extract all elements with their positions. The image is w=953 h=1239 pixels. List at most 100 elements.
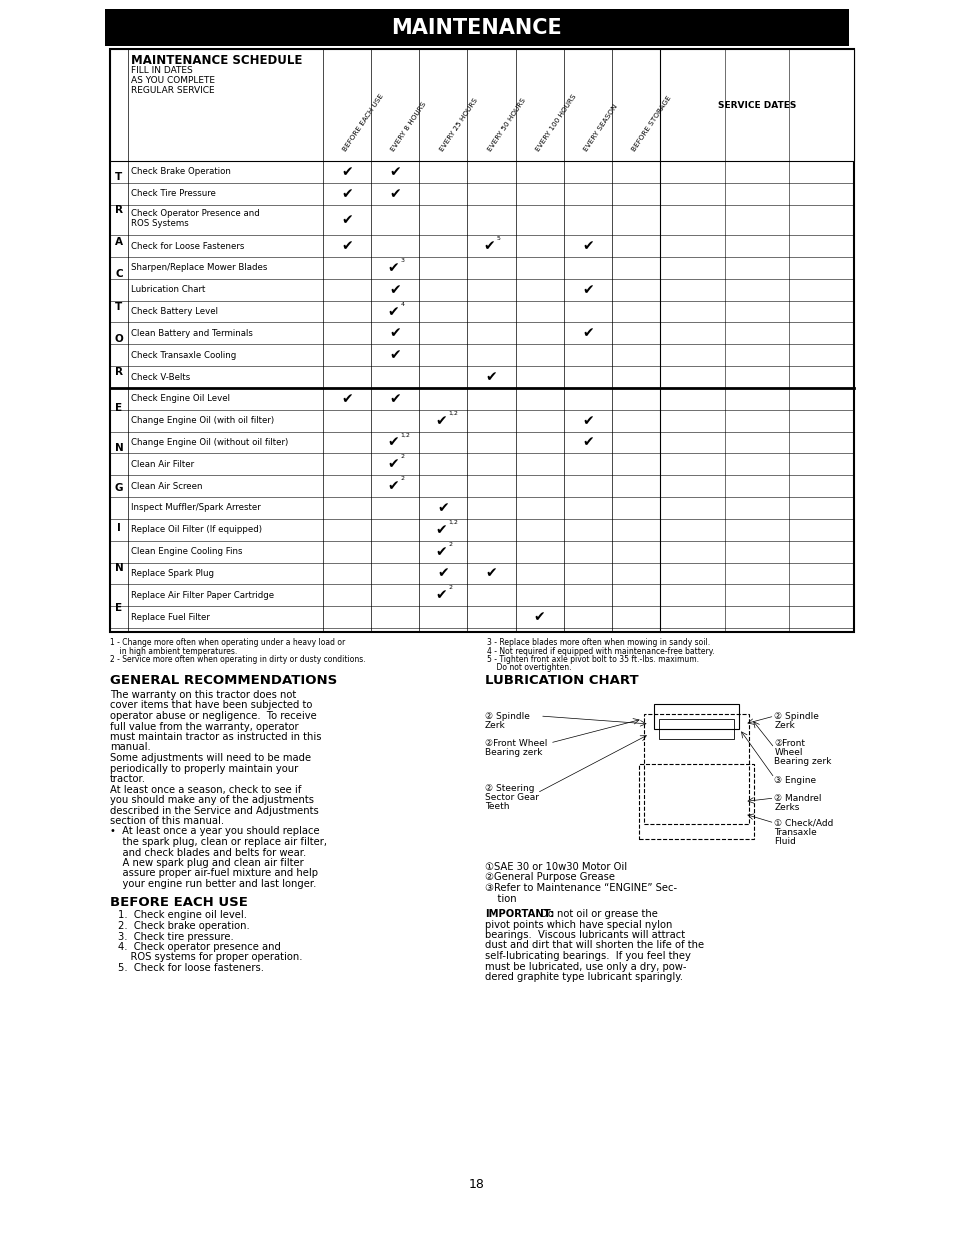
Text: 1.  Check engine oil level.: 1. Check engine oil level.	[118, 911, 247, 921]
Text: 1,2: 1,2	[448, 410, 457, 416]
Text: N: N	[114, 444, 123, 453]
Text: ✔: ✔	[389, 392, 400, 406]
Text: BEFORE EACH USE: BEFORE EACH USE	[110, 896, 248, 908]
Text: ✔: ✔	[436, 523, 447, 536]
Text: The warranty on this tractor does not: The warranty on this tractor does not	[110, 690, 296, 700]
Text: ① Check/Add: ① Check/Add	[774, 819, 833, 828]
Text: ✔: ✔	[483, 239, 495, 253]
Text: G: G	[114, 483, 123, 493]
Bar	[105, 9, 848, 46]
Text: ② Spindle: ② Spindle	[484, 712, 529, 721]
Text: ✔: ✔	[387, 436, 398, 450]
Text: Do not oil or grease the: Do not oil or grease the	[537, 909, 658, 919]
Text: Check Transaxle Cooling: Check Transaxle Cooling	[131, 351, 236, 359]
Bar	[644, 714, 749, 824]
Text: the spark plug, clean or replace air filter,: the spark plug, clean or replace air fil…	[110, 838, 327, 847]
Text: Some adjustments will need to be made: Some adjustments will need to be made	[110, 753, 311, 763]
Text: full value from the warranty, operator: full value from the warranty, operator	[110, 721, 298, 731]
Text: ✔: ✔	[389, 282, 400, 297]
Text: assure proper air-fuel mixture and help: assure proper air-fuel mixture and help	[110, 869, 317, 878]
Text: Check V-Belts: Check V-Belts	[131, 373, 190, 382]
Text: R: R	[115, 367, 123, 377]
Bar	[110, 50, 853, 632]
Text: ✔: ✔	[387, 261, 398, 275]
Text: Zerks: Zerks	[774, 803, 799, 812]
Text: Check for Loose Fasteners: Check for Loose Fasteners	[131, 242, 244, 250]
Text: ROS systems for proper operation.: ROS systems for proper operation.	[118, 953, 302, 963]
Text: must be lubricated, use only a dry, pow-: must be lubricated, use only a dry, pow-	[484, 961, 686, 971]
Text: ✔: ✔	[341, 213, 353, 227]
Text: Do not overtighten.: Do not overtighten.	[486, 664, 571, 673]
Text: 18: 18	[469, 1177, 484, 1191]
Text: ✔: ✔	[485, 370, 497, 384]
Text: A: A	[115, 237, 123, 247]
Text: ✔: ✔	[389, 165, 400, 178]
Text: ②General Purpose Grease: ②General Purpose Grease	[484, 872, 615, 882]
Text: dust and dirt that will shorten the life of the: dust and dirt that will shorten the life…	[484, 940, 703, 950]
Text: 1 - Change more often when operating under a heavy load or: 1 - Change more often when operating und…	[110, 638, 345, 647]
Text: 2: 2	[400, 455, 404, 460]
Text: IMPORTANT:: IMPORTANT:	[484, 909, 554, 919]
Text: ② Mandrel: ② Mandrel	[774, 794, 821, 803]
Text: ✔: ✔	[436, 589, 447, 602]
Text: Replace Oil Filter (If equipped): Replace Oil Filter (If equipped)	[131, 525, 262, 534]
Text: ✔: ✔	[485, 566, 497, 580]
Text: and check blades and belts for wear.: and check blades and belts for wear.	[110, 847, 306, 857]
Text: MAINTENANCE: MAINTENANCE	[392, 17, 561, 37]
Text: cover items that have been subjected to: cover items that have been subjected to	[110, 700, 312, 710]
Text: •  At least once a year you should replace: • At least once a year you should replac…	[110, 826, 319, 836]
Text: ✔: ✔	[437, 566, 449, 580]
Text: BEFORE STORAGE: BEFORE STORAGE	[630, 95, 672, 152]
Text: ② Spindle: ② Spindle	[774, 712, 819, 721]
Text: AS YOU COMPLETE: AS YOU COMPLETE	[131, 76, 214, 85]
Text: EVERY 50 HOURS: EVERY 50 HOURS	[486, 98, 526, 152]
Text: ✔: ✔	[341, 392, 353, 406]
Text: Replace Air Filter Paper Cartridge: Replace Air Filter Paper Cartridge	[131, 591, 274, 600]
Text: MAINTENANCE SCHEDULE: MAINTENANCE SCHEDULE	[131, 55, 302, 67]
Text: tion: tion	[484, 893, 517, 903]
Text: described in the Service and Adjustments: described in the Service and Adjustments	[110, 805, 318, 815]
Text: ✔: ✔	[534, 610, 545, 624]
Text: ✔: ✔	[437, 501, 449, 515]
Text: tractor.: tractor.	[110, 774, 146, 784]
Text: pivot points which have special nylon: pivot points which have special nylon	[484, 919, 672, 929]
Text: Clean Air Filter: Clean Air Filter	[131, 460, 193, 468]
Text: FILL IN DATES: FILL IN DATES	[131, 66, 193, 76]
Text: ②Front Wheel: ②Front Wheel	[484, 738, 547, 748]
Text: Wheel: Wheel	[774, 748, 802, 757]
Text: dered graphite type lubricant sparingly.: dered graphite type lubricant sparingly.	[484, 973, 682, 983]
Text: 1,2: 1,2	[400, 432, 410, 437]
Text: E: E	[115, 603, 122, 613]
Text: you should make any of the adjustments: you should make any of the adjustments	[110, 795, 314, 805]
Text: N: N	[114, 563, 123, 572]
Text: ✔: ✔	[581, 326, 593, 341]
Text: ✔: ✔	[389, 348, 400, 362]
Text: Bearing zerk: Bearing zerk	[484, 748, 542, 757]
Text: LUBRICATION CHART: LUBRICATION CHART	[484, 674, 638, 686]
Text: 2 - Service more often when operating in dirty or dusty conditions.: 2 - Service more often when operating in…	[110, 655, 365, 664]
Text: A new spark plug and clean air filter: A new spark plug and clean air filter	[110, 857, 303, 869]
Bar	[639, 764, 754, 839]
Text: Fluid: Fluid	[774, 838, 796, 846]
Text: your engine run better and last longer.: your engine run better and last longer.	[110, 878, 316, 890]
Text: Zerk: Zerk	[484, 721, 505, 730]
Text: section of this manual.: section of this manual.	[110, 817, 224, 826]
Text: T: T	[115, 172, 123, 182]
Text: in high ambient temperatures.: in high ambient temperatures.	[110, 647, 237, 655]
Text: must maintain tractor as instructed in this: must maintain tractor as instructed in t…	[110, 732, 321, 742]
Text: I: I	[117, 523, 121, 533]
Text: EVERY 25 HOURS: EVERY 25 HOURS	[438, 98, 478, 152]
Text: 5 - Tighten front axle pivot bolt to 35 ft.-lbs. maximum.: 5 - Tighten front axle pivot bolt to 35 …	[486, 655, 699, 664]
Text: ✔: ✔	[436, 414, 447, 427]
Text: E: E	[115, 403, 122, 413]
Text: EVERY SEASON: EVERY SEASON	[582, 104, 618, 152]
Text: ✔: ✔	[341, 239, 353, 253]
Text: Sharpen/Replace Mower Blades: Sharpen/Replace Mower Blades	[131, 264, 267, 273]
Text: 2.  Check brake operation.: 2. Check brake operation.	[118, 921, 250, 930]
Text: Change Engine Oil (without oil filter): Change Engine Oil (without oil filter)	[131, 439, 288, 447]
Text: C: C	[115, 269, 123, 280]
Text: ②Front: ②Front	[774, 738, 804, 748]
Text: ③ Engine: ③ Engine	[774, 776, 816, 786]
Text: R: R	[115, 204, 123, 214]
Text: ✔: ✔	[387, 457, 398, 471]
